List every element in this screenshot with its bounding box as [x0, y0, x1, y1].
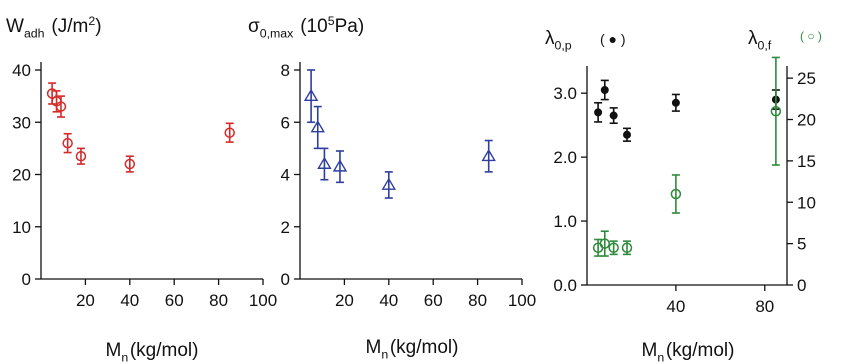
y2-tick-label: 5 [797, 235, 806, 254]
y-tick-label: 20 [12, 166, 31, 185]
y-axis-label: Wadh (J/m2) [6, 14, 102, 41]
data-point [621, 242, 633, 254]
data-point [303, 88, 319, 102]
legend-right: ( ○ ) [800, 29, 822, 43]
y-axis-label: σ0,max (105Pa) [248, 14, 364, 41]
y2-tick-label: 0 [797, 276, 806, 295]
y-tick-label: 8 [281, 61, 290, 80]
data-point [332, 159, 348, 172]
data-point [600, 85, 609, 94]
data-point [481, 148, 496, 162]
x-tick-label: 20 [335, 291, 354, 310]
data-point [310, 120, 325, 133]
y2-tick-label: 20 [797, 111, 816, 130]
x-tick-label: 60 [165, 291, 184, 310]
data-point [608, 242, 619, 254]
x-tick-label: 40 [379, 291, 398, 310]
y-axis-label: λ0,p [545, 28, 573, 52]
y-tick-label: 2 [281, 218, 290, 237]
data-point [224, 127, 235, 138]
x-tick-label: 80 [468, 291, 487, 310]
y-tick-label: 1.0 [553, 212, 577, 231]
data-point [124, 158, 136, 170]
data-point [381, 177, 397, 190]
y-tick-label: 0 [281, 270, 290, 289]
data-point [594, 108, 603, 117]
x-tick-label: 40 [666, 297, 685, 316]
x-tick-label: 100 [508, 291, 536, 310]
x-tick-label: 60 [424, 291, 443, 310]
y-tick-label: 30 [12, 113, 31, 132]
y-tick-label: 6 [281, 113, 290, 132]
data-point [671, 98, 680, 107]
data-point [670, 188, 682, 200]
y-tick-label: 0.0 [553, 276, 577, 295]
x-tick-label: 20 [76, 291, 95, 310]
y-tick-label: 0 [22, 270, 31, 289]
data-point [770, 105, 782, 117]
x-tick-label: 100 [249, 291, 277, 310]
legend-left: ( ● ) [600, 31, 626, 47]
data-point [317, 156, 332, 169]
y2-axis-label: λ0,f [748, 28, 773, 52]
panel-max-stress: 0 2 4 6 8 20 40 60 80 100 σ0,max (105Pa) Mn (kg/mol… [248, 14, 536, 362]
data-point [75, 150, 87, 162]
data-point [55, 101, 67, 112]
x-axis-label: Mn (kg/mol) [366, 337, 459, 361]
y-tick-label: 40 [12, 61, 31, 80]
x-tick-label: 80 [209, 291, 228, 310]
y-tick-label: 4 [281, 166, 290, 185]
y-tick-label: 2.0 [553, 148, 577, 167]
x-tick-label: 80 [755, 297, 774, 316]
x-tick-label: 40 [120, 291, 139, 310]
y2-tick-label: 10 [797, 193, 816, 212]
data-point [599, 238, 611, 249]
data-point [62, 137, 73, 149]
data-point [623, 130, 631, 139]
x-axis-label: Mn (kg/mol) [642, 340, 735, 364]
panel-lambda: 0.0 1.0 2.0 3.0 0 5 10 15 20 25 40 80 λ0,p Mn (kg/mo… [545, 28, 822, 364]
data-point [609, 111, 618, 120]
y2-tick-label: 15 [797, 152, 816, 171]
x-axis-label: Mn (kg/mol) [106, 340, 199, 364]
y-tick-label: 10 [12, 218, 31, 237]
y-tick-label: 3.0 [553, 84, 577, 103]
y2-tick-label: 25 [797, 69, 816, 88]
panel-adhesion-work: 0 10 20 30 40 20 40 60 80 100 Wadh (J/m2) Mn (kg/mo… [6, 14, 277, 364]
